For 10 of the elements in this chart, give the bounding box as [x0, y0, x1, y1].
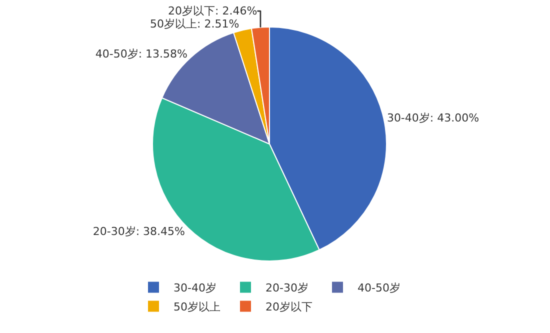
- data-label: 20岁以下: 2.46%: [168, 4, 258, 18]
- legend-label: 30-40岁: [174, 281, 216, 294]
- legend-label: 20-30岁: [266, 281, 308, 294]
- legend-label: 40-50岁: [358, 281, 400, 294]
- data-label: 50岁以上: 2.51%: [150, 18, 240, 31]
- data-label: 30-40岁: 43.00%: [386, 112, 480, 125]
- legend-label: 20岁以下: [266, 300, 312, 314]
- data-label: 40-50岁: 13.58%: [95, 47, 188, 60]
- legend-label: 50岁以上: [174, 300, 220, 314]
- data-label: 20-30岁: 38.45%: [92, 225, 185, 238]
